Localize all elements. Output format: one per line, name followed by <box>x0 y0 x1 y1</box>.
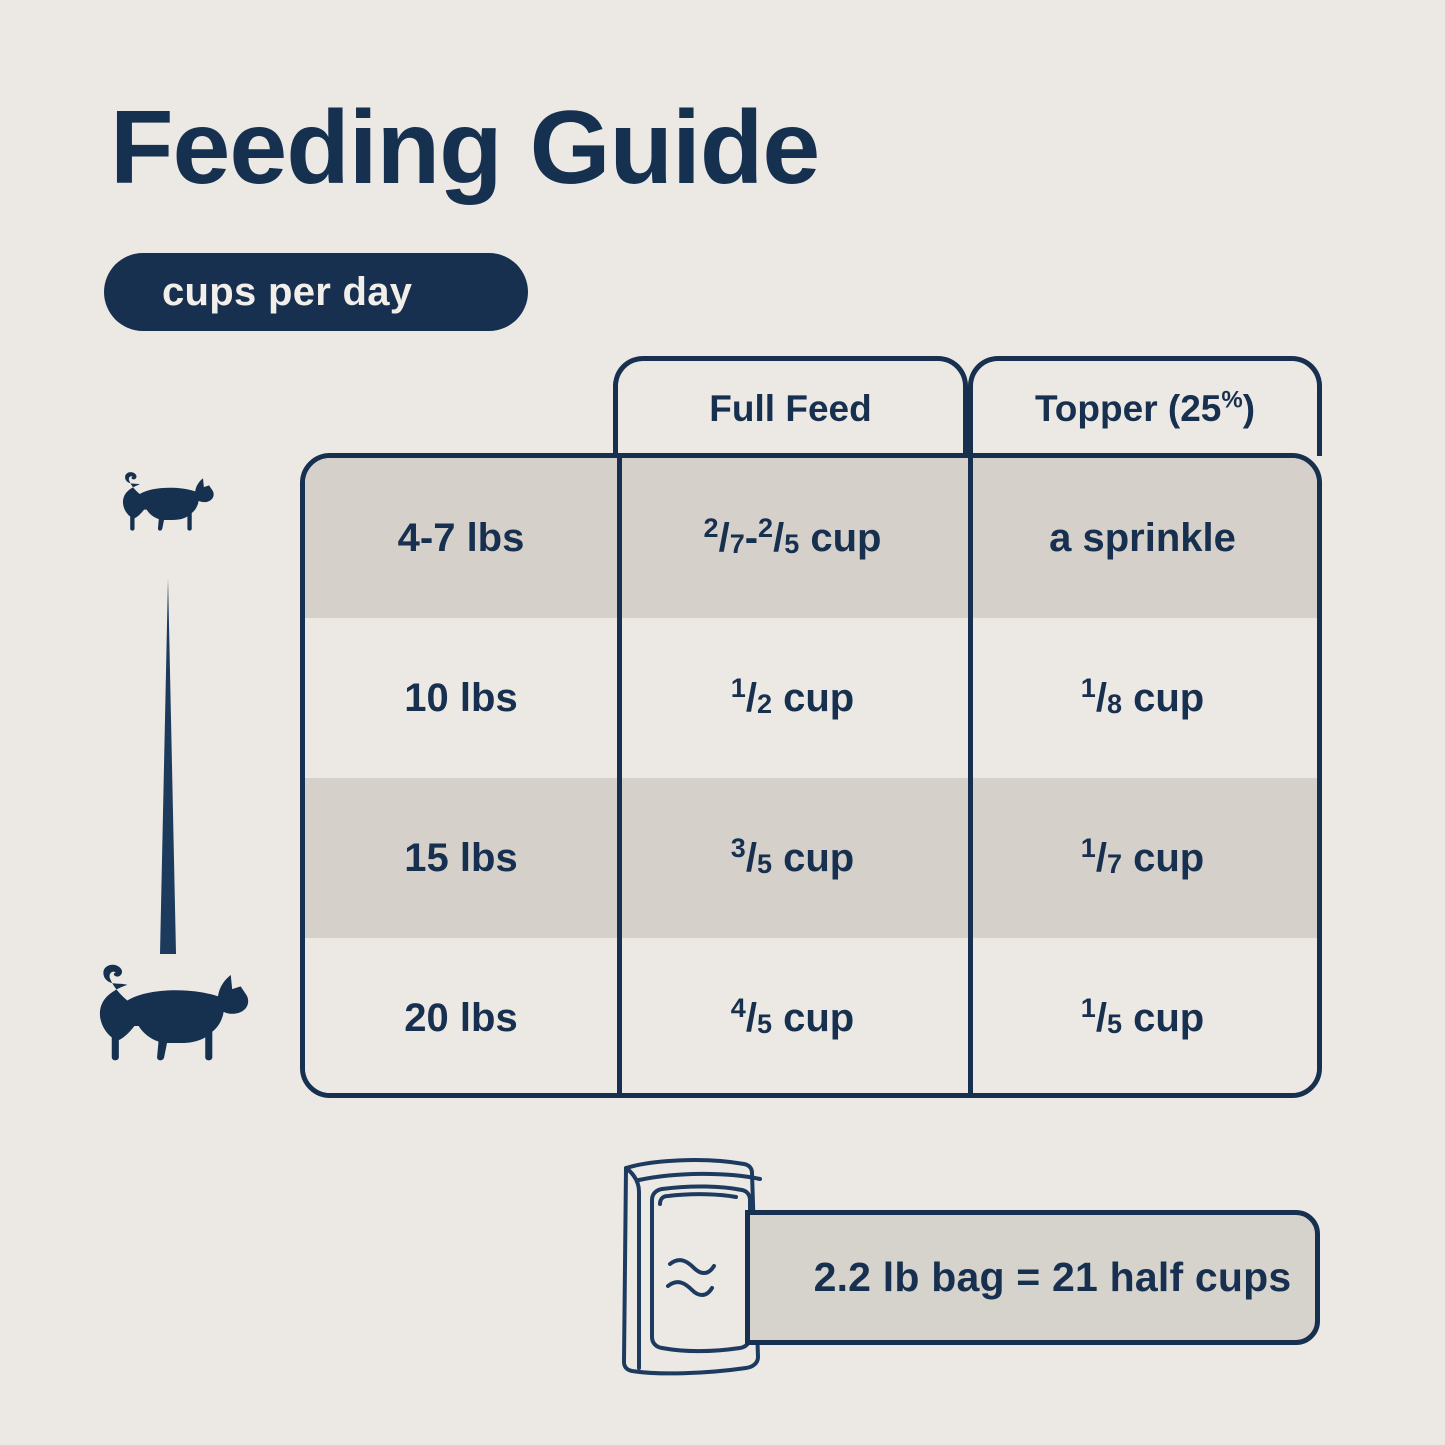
cat-size-scale <box>72 460 252 1100</box>
table-row: 15 lbs 3/5 cup 1/7 cup <box>305 778 1317 938</box>
denominator: 5 <box>784 528 800 559</box>
numerator: 1 <box>730 672 746 703</box>
table-body: 4-7 lbs 2/7-2/5 cup a sprinkle 10 lbs 1/… <box>300 453 1322 1098</box>
topper-percent-sign: % <box>1221 386 1243 414</box>
fraction: 1/5 cup <box>1080 992 1205 1041</box>
fraction-range: 2/7-2/5 cup <box>703 512 882 561</box>
range-separator: - <box>744 515 759 560</box>
column-divider <box>968 458 973 1093</box>
fraction-slash: / <box>745 675 757 720</box>
denominator: 5 <box>756 848 772 879</box>
column-header-full-feed: Full Feed <box>613 356 968 456</box>
numerator: 4 <box>730 992 746 1023</box>
numerator: 1 <box>1080 672 1096 703</box>
fraction-slash: / <box>1095 995 1107 1040</box>
denominator: 5 <box>1106 1008 1122 1039</box>
fraction-slash: / <box>773 515 785 560</box>
cups-per-day-badge: cups per day <box>104 253 528 331</box>
numerator: 1 <box>1080 992 1096 1023</box>
topper-label-suffix: ) <box>1242 387 1256 429</box>
topper-label-prefix: Topper (25 <box>1034 387 1222 429</box>
topper-label: Topper (25%) <box>1035 388 1255 430</box>
denominator: 7 <box>729 528 745 559</box>
table-row: 20 lbs 4/5 cup 1/5 cup <box>305 938 1317 1093</box>
size-wedge-icon <box>160 578 176 954</box>
cell-topper: 1/7 cup <box>968 778 1317 938</box>
fraction: 1/2 cup <box>730 672 855 721</box>
denominator: 7 <box>1106 848 1122 879</box>
cat-walking-icon <box>122 472 214 531</box>
fraction-slash: / <box>718 515 730 560</box>
cell-topper: 1/8 cup <box>968 618 1317 778</box>
fraction-slash: / <box>745 995 757 1040</box>
bag-summary: 2.2 lb bag = 21 half cups <box>592 1152 1332 1382</box>
page-title: Feeding Guide <box>110 90 820 206</box>
denominator: 5 <box>756 1008 772 1039</box>
fraction: 1/8 cup <box>1080 672 1205 721</box>
fraction-slash: / <box>1095 835 1107 880</box>
column-divider <box>617 458 622 1093</box>
numerator: 3 <box>730 832 746 863</box>
unit: cup <box>771 995 855 1040</box>
cat-walking-icon <box>99 964 249 1061</box>
fraction-slash: / <box>1095 675 1107 720</box>
full-feed-label: Full Feed <box>709 387 872 429</box>
cell-weight: 20 lbs <box>404 995 518 1040</box>
unit: cup <box>771 675 855 720</box>
unit: cup <box>771 835 855 880</box>
cups-per-day-label: cups per day <box>162 269 413 314</box>
denominator: 8 <box>1106 688 1122 719</box>
cell-full-feed: 3/5 cup <box>617 778 968 938</box>
cell-weight: 15 lbs <box>404 835 518 880</box>
denominator: 2 <box>756 688 772 719</box>
bag-banner-label: 2.2 lb bag = 21 half cups <box>813 1254 1292 1300</box>
cell-full-feed: 1/2 cup <box>617 618 968 778</box>
unit: cup <box>799 515 882 560</box>
column-header-topper: Topper (25%) <box>968 356 1322 456</box>
fraction: 1/7 cup <box>1080 832 1205 881</box>
numerator: 2 <box>703 512 719 543</box>
numerator: 2 <box>758 512 774 543</box>
fraction: 3/5 cup <box>730 832 855 881</box>
table-row: 10 lbs 1/2 cup 1/8 cup <box>305 618 1317 778</box>
unit: cup <box>1121 675 1205 720</box>
bag-banner: 2.2 lb bag = 21 half cups <box>745 1210 1320 1345</box>
feeding-table: Full Feed Topper (25%) 4-7 lbs 2/7-2/5 c… <box>300 356 1322 1098</box>
cell-weight: 4-7 lbs <box>397 515 525 560</box>
cell-topper: a sprinkle <box>1049 515 1236 560</box>
fraction-slash: / <box>745 835 757 880</box>
cell-weight: 10 lbs <box>404 675 518 720</box>
food-bag-icon <box>622 1158 762 1376</box>
unit: cup <box>1121 995 1205 1040</box>
fraction: 4/5 cup <box>730 992 855 1041</box>
numerator: 1 <box>1080 832 1096 863</box>
table-row: 4-7 lbs 2/7-2/5 cup a sprinkle <box>305 458 1317 618</box>
unit: cup <box>1121 835 1205 880</box>
cell-topper: 1/5 cup <box>968 938 1317 1093</box>
cell-full-feed: 2/7-2/5 cup <box>617 458 968 618</box>
cell-full-feed: 4/5 cup <box>617 938 968 1093</box>
